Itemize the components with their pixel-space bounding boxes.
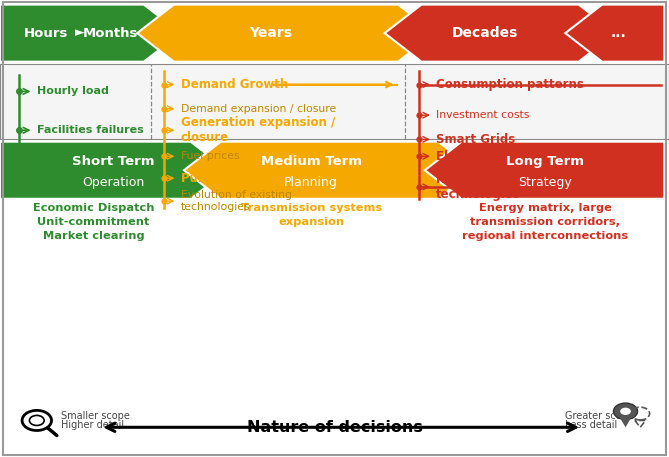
Polygon shape xyxy=(137,5,435,62)
Text: Demand Growth: Demand Growth xyxy=(181,78,288,91)
Text: Evolution of existing
technologies: Evolution of existing technologies xyxy=(181,190,292,212)
Bar xyxy=(0,64,669,139)
Text: Consumption patterns: Consumption patterns xyxy=(436,78,584,91)
Text: New disrupting
technologies: New disrupting technologies xyxy=(436,173,537,201)
Text: Strategy: Strategy xyxy=(518,176,571,189)
Text: Short Term: Short Term xyxy=(72,155,155,168)
Text: Economic Dispatch
Unit-commitment
Market clearing: Economic Dispatch Unit-commitment Market… xyxy=(33,203,155,241)
Text: Medium Term: Medium Term xyxy=(261,155,361,168)
Text: Greater scope: Greater scope xyxy=(565,411,634,421)
Text: Long Term: Long Term xyxy=(506,155,583,168)
Text: Demand expansion / closure: Demand expansion / closure xyxy=(181,104,336,114)
Text: Hours: Hours xyxy=(23,27,68,40)
Polygon shape xyxy=(0,5,181,62)
Text: Hourly load: Hourly load xyxy=(37,86,108,96)
Polygon shape xyxy=(0,142,227,199)
Text: Electric Vehicles: Electric Vehicles xyxy=(436,150,545,163)
Text: Months: Months xyxy=(83,27,138,40)
Circle shape xyxy=(613,403,638,420)
Text: Public policy: Public policy xyxy=(181,172,264,185)
Text: Nature of decisions: Nature of decisions xyxy=(247,420,422,435)
Text: Operation: Operation xyxy=(82,176,145,189)
Text: Higher detail: Higher detail xyxy=(61,420,124,430)
Text: Investment costs: Investment costs xyxy=(436,110,530,120)
Text: Generation expansion /
closure: Generation expansion / closure xyxy=(181,116,335,144)
Polygon shape xyxy=(385,5,615,62)
Text: Smaller scope: Smaller scope xyxy=(61,411,130,421)
Text: Facilities failures: Facilities failures xyxy=(37,125,144,135)
Circle shape xyxy=(620,408,631,415)
Polygon shape xyxy=(184,142,475,199)
Text: Energy matrix, large
transmission corridors,
regional interconnections: Energy matrix, large transmission corrid… xyxy=(462,203,628,241)
Text: ...: ... xyxy=(610,26,626,40)
Text: Years: Years xyxy=(250,26,292,40)
Text: Fuel prices: Fuel prices xyxy=(181,151,240,161)
Polygon shape xyxy=(425,142,664,199)
Text: Decades: Decades xyxy=(452,26,518,40)
Polygon shape xyxy=(620,418,631,427)
Polygon shape xyxy=(565,5,664,62)
Text: Less detail: Less detail xyxy=(565,420,617,430)
Text: Smart Grids: Smart Grids xyxy=(436,133,515,146)
Text: Transmission systems
expansion: Transmission systems expansion xyxy=(241,203,381,228)
Text: ►: ► xyxy=(76,27,85,40)
Text: Planning: Planning xyxy=(284,176,338,189)
Text: Spot fuel prices: Spot fuel prices xyxy=(37,164,135,174)
